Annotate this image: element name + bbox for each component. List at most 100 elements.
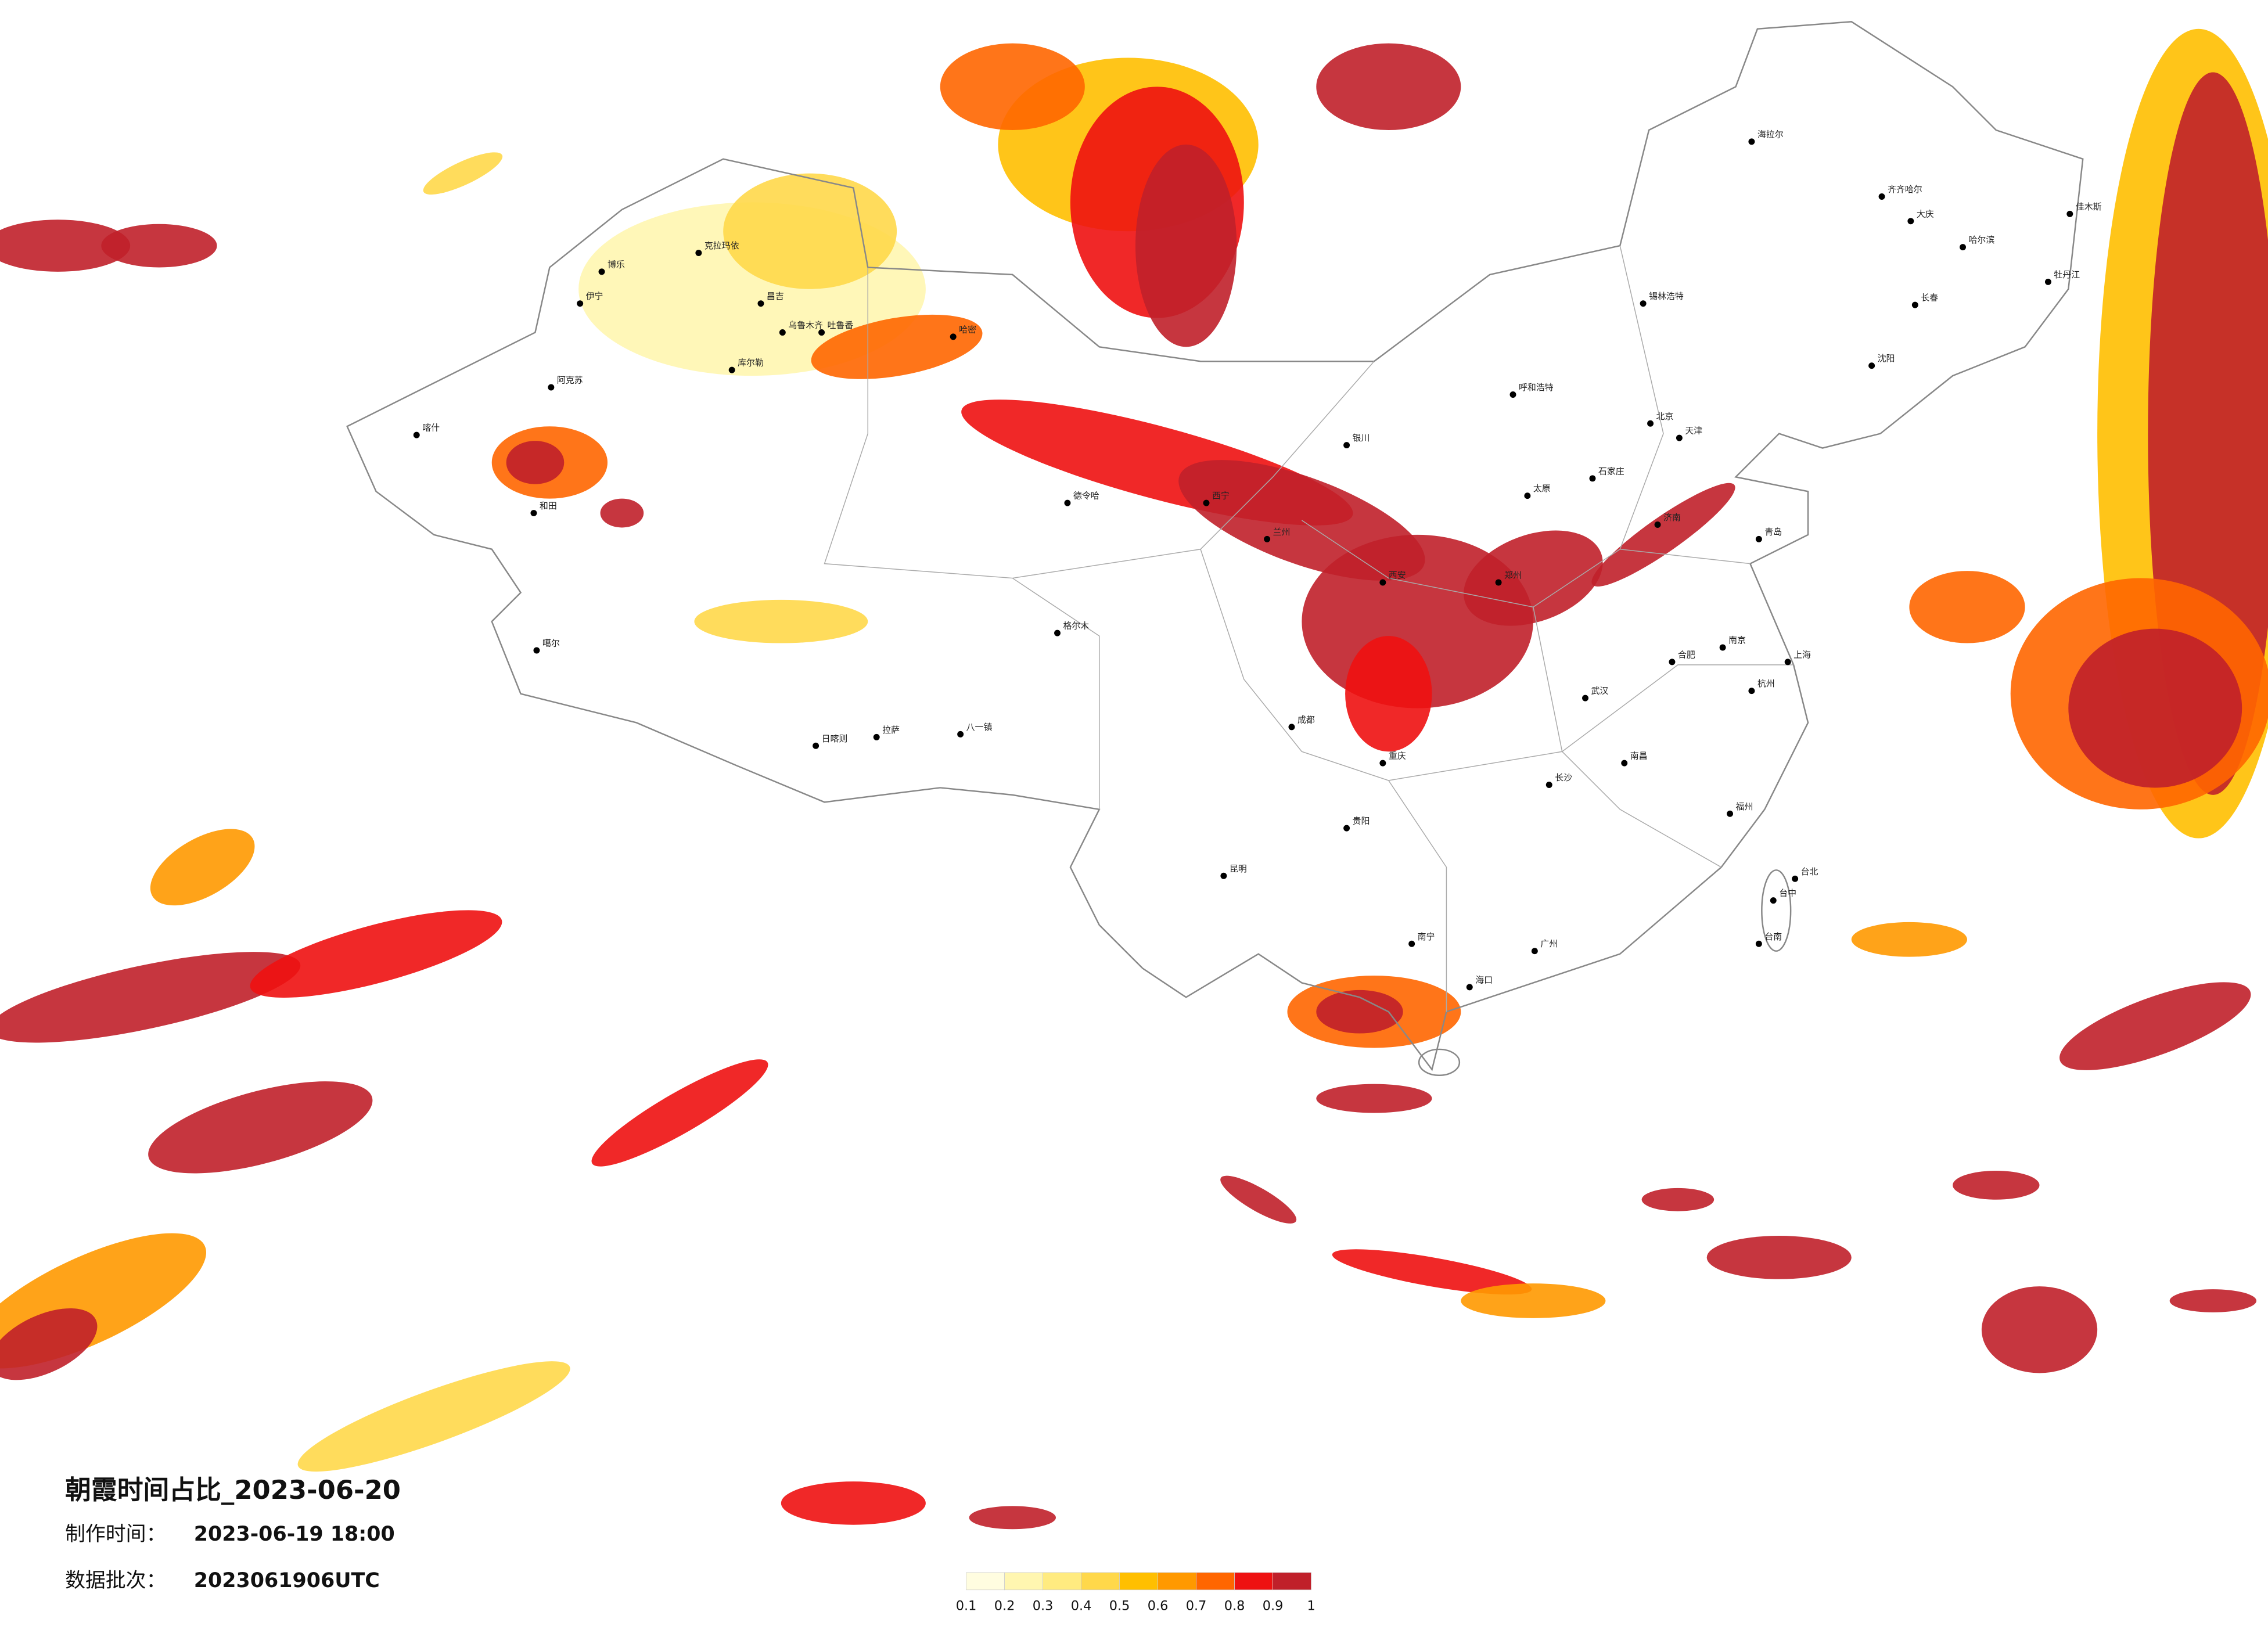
city-label: 合肥 <box>1678 649 1695 660</box>
heat-area <box>1851 922 1967 957</box>
heat-area <box>723 173 897 289</box>
city-dot <box>1960 244 1966 251</box>
heat-area <box>811 314 983 379</box>
legend-swatch <box>1158 1572 1196 1591</box>
heat-area <box>506 441 565 484</box>
city-dot <box>1343 825 1350 832</box>
heat-area <box>1316 43 1461 131</box>
city-label: 格尔木 <box>1063 621 1089 631</box>
heat-area <box>591 1059 768 1167</box>
city-dot <box>1907 218 1914 225</box>
heat-area <box>1591 483 1735 587</box>
legend-swatch <box>1004 1572 1043 1591</box>
city-dot <box>1509 391 1516 398</box>
city-dot <box>1288 724 1295 731</box>
city-label: 齐齐哈尔 <box>1888 184 1922 195</box>
city-dot <box>413 431 420 438</box>
heat-area <box>1332 1249 1532 1295</box>
china-outline <box>346 21 2084 1071</box>
legend-label: 0.4 <box>1071 1599 1092 1614</box>
legend-swatch <box>1081 1572 1120 1591</box>
city-label: 重庆 <box>1389 751 1406 761</box>
city-label: 日喀则 <box>822 733 848 744</box>
city-label: 沈阳 <box>1878 353 1895 364</box>
city-label: 杭州 <box>1757 678 1775 689</box>
city-dot <box>873 733 880 740</box>
city-dot <box>598 268 605 275</box>
city-label: 阿克苏 <box>557 375 583 386</box>
legend-label: 0.5 <box>1109 1599 1130 1614</box>
city-dot <box>1868 362 1875 369</box>
city-label: 哈尔滨 <box>1968 235 1994 245</box>
city-dot <box>1748 138 1755 145</box>
heat-area <box>1909 571 2025 643</box>
city-label: 成都 <box>1297 714 1315 725</box>
heat-area <box>0 1308 98 1380</box>
heat-area <box>0 952 301 1043</box>
city-label: 海口 <box>1475 974 1493 985</box>
legend-label: 0.2 <box>994 1599 1015 1614</box>
heat-area <box>1953 1171 2040 1200</box>
city-dot <box>1379 760 1386 767</box>
city-label: 银川 <box>1353 433 1370 443</box>
city-label: 哈密 <box>959 324 976 334</box>
city-dot <box>1495 579 1502 586</box>
city-label: 长春 <box>1921 293 1938 303</box>
heat-area <box>2068 628 2242 788</box>
heat-area <box>1641 1188 1715 1211</box>
city-dot <box>728 366 735 373</box>
legend-label: 0.9 <box>1263 1599 1284 1614</box>
heat-area <box>1316 990 1403 1034</box>
taiwan-outline <box>1761 869 1792 952</box>
city-label: 拉萨 <box>882 725 900 735</box>
heat-area <box>1316 1084 1432 1113</box>
city-label: 伊宁 <box>586 291 603 301</box>
city-dot <box>1379 579 1386 586</box>
heat-area <box>0 220 131 272</box>
city-label: 郑州 <box>1504 570 1522 581</box>
heat-area <box>781 1481 926 1525</box>
city-label: 福州 <box>1736 801 1753 812</box>
city-dot <box>1064 499 1071 506</box>
city-label: 大庆 <box>1917 208 1934 219</box>
city-label: 天津 <box>1685 426 1702 436</box>
city-dot <box>1784 659 1791 665</box>
city-label: 西宁 <box>1212 491 1230 501</box>
city-label: 佳木斯 <box>2076 202 2102 212</box>
city-label: 济南 <box>1663 512 1681 523</box>
city-dot <box>1719 644 1726 651</box>
city-label: 噶尔 <box>542 638 560 649</box>
city-dot <box>950 333 957 340</box>
heat-area <box>969 1506 1056 1530</box>
city-label: 青岛 <box>1764 527 1782 537</box>
heat-area <box>2059 982 2251 1070</box>
legend-swatch <box>1234 1572 1273 1591</box>
city-dot <box>1264 535 1271 542</box>
city-dot <box>1531 948 1538 955</box>
heat-area <box>148 1081 373 1174</box>
legend-label: 1 <box>1307 1599 1315 1614</box>
city-dot <box>1669 659 1676 665</box>
city-dot <box>1755 940 1762 947</box>
city-label: 牡丹江 <box>2054 269 2080 280</box>
heat-area <box>2169 1289 2257 1312</box>
heat-area <box>1345 636 1432 752</box>
city-label: 昌吉 <box>767 291 784 301</box>
city-dot <box>1203 499 1210 506</box>
city-label: 克拉玛依 <box>705 240 739 251</box>
city-label: 八一镇 <box>966 722 993 732</box>
city-dot <box>1582 695 1588 702</box>
heat-area <box>940 43 1085 131</box>
city-label: 锡林浩特 <box>1649 291 1684 301</box>
city-dot <box>1545 781 1552 788</box>
info-label: 数据批次： <box>65 1569 166 1592</box>
city-label: 台南 <box>1764 931 1782 942</box>
city-dot <box>1676 434 1683 441</box>
city-dot <box>1640 300 1647 307</box>
heat-area <box>423 152 503 195</box>
heat-area <box>694 599 868 643</box>
city-label: 乌鲁木齐 <box>788 320 823 330</box>
heat-area <box>600 498 644 528</box>
heat-layer <box>0 28 2268 1530</box>
